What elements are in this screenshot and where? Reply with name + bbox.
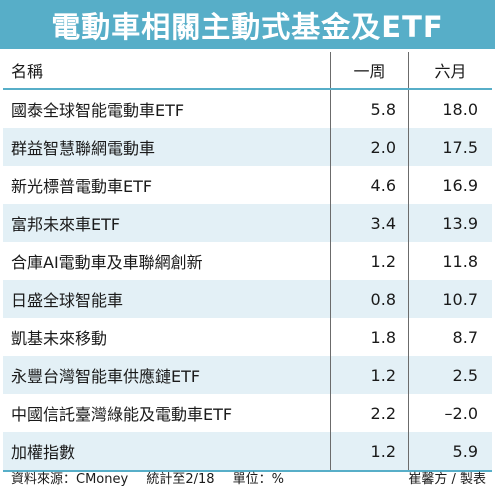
table-row: 中國信託臺灣綠能及電動車ETF 2.2 –2.0 [3, 394, 492, 432]
week-return: 2.2 [331, 394, 409, 432]
fund-name: 加權指數 [3, 432, 331, 470]
month-return: –2.0 [444, 403, 478, 423]
table-row: 富邦未來車ETF 3.4 13.9 [3, 204, 492, 242]
fund-name: 中國信託臺灣綠能及電動車ETF [3, 394, 331, 432]
fund-name: 日盛全球智能車 [3, 280, 331, 318]
month-return: 17.5 [442, 137, 478, 157]
table-row: 加權指數 1.2 5.9 [3, 432, 492, 472]
week-return: 1.2 [331, 242, 409, 280]
credit-note: 崔馨方 / 製表 [408, 472, 486, 487]
week-return: 2.0 [331, 128, 409, 166]
fund-table: 名稱 一周 六月 國泰全球智能電動車ETF 5.8 18.0 群益智慧聯網電動車… [3, 52, 492, 472]
table-row: 群益智慧聯網電動車 2.0 17.5 [3, 128, 492, 166]
header-week: 一周 [331, 52, 409, 88]
month-return: 2.5 [452, 365, 478, 385]
week-return: 5.8 [331, 90, 409, 128]
table-row: 新光標普電動車ETF 4.6 16.9 [3, 166, 492, 204]
week-return: 1.2 [331, 356, 409, 394]
month-return: 13.9 [442, 213, 478, 233]
month-return: 5.9 [452, 441, 478, 461]
month-return: 10.7 [442, 289, 478, 309]
week-return: 1.8 [331, 318, 409, 356]
week-return: 3.4 [331, 204, 409, 242]
week-return: 1.2 [331, 432, 409, 470]
month-return: 16.9 [442, 175, 478, 195]
period-note: 統計至2/18 [146, 472, 215, 487]
table-row: 永豐台灣智能車供應鏈ETF 1.2 2.5 [3, 356, 492, 394]
table-row: 國泰全球智能電動車ETF 5.8 18.0 [3, 90, 492, 128]
week-return: 0.8 [331, 280, 409, 318]
table-header: 名稱 一周 六月 [3, 52, 492, 90]
header-month: 六月 [434, 62, 467, 81]
table-row: 日盛全球智能車 0.8 10.7 [3, 280, 492, 318]
table-row: 合庫AI電動車及車聯網創新 1.2 11.8 [3, 242, 492, 280]
fund-name: 凱基未來移動 [3, 318, 331, 356]
fund-name: 群益智慧聯網電動車 [3, 128, 331, 166]
fund-name: 富邦未來車ETF [3, 204, 331, 242]
page-title: 電動車相關主動式基金及ETF [0, 0, 495, 49]
table-footer: 資料來源：CMoney 統計至2/18 單位：% 崔馨方 / 製表 [0, 459, 495, 496]
footer-notes: 資料來源：CMoney 統計至2/18 單位：% [11, 468, 298, 487]
fund-name: 新光標普電動車ETF [3, 166, 331, 204]
month-return: 18.0 [442, 99, 478, 119]
week-return: 4.6 [331, 166, 409, 204]
source-note: 資料來源：CMoney [11, 472, 129, 487]
month-return: 11.8 [442, 251, 478, 271]
month-return: 8.7 [452, 327, 478, 347]
fund-name: 國泰全球智能電動車ETF [3, 90, 331, 128]
fund-name: 合庫AI電動車及車聯網創新 [3, 242, 331, 280]
fund-name: 永豐台灣智能車供應鏈ETF [3, 356, 331, 394]
header-name: 名稱 [3, 52, 331, 88]
table-row: 凱基未來移動 1.8 8.7 [3, 318, 492, 356]
unit-note: 單位：% [232, 472, 285, 487]
